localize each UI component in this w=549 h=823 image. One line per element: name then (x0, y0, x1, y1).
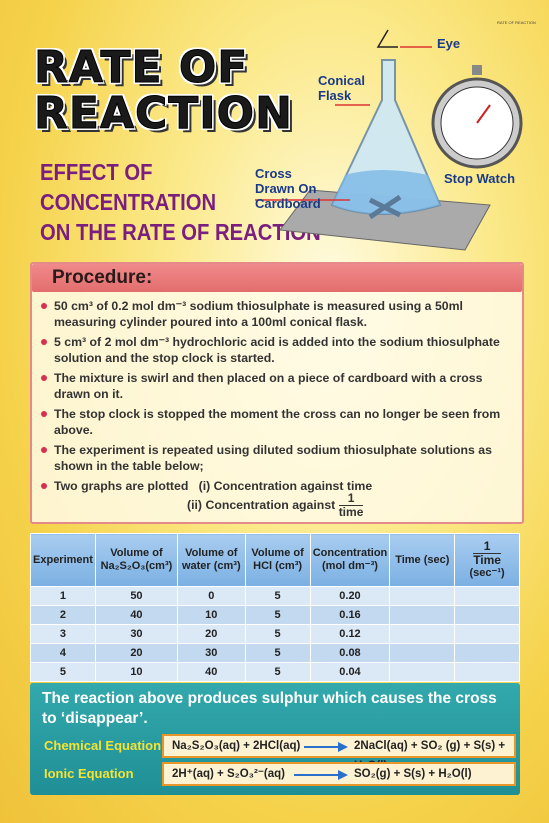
cell: 5 (244, 624, 311, 644)
procedure-item: The mixture is swirl and then placed on … (41, 370, 514, 402)
subtitle: EFFECT OF CONCENTRATION ON THE RATE OF R… (40, 157, 359, 247)
solution (332, 170, 440, 214)
column-header: 1 Time (sec⁻¹) (454, 533, 520, 587)
cell: 5 (244, 643, 311, 663)
table-row: 1 50 0 5 0.20 (30, 586, 520, 606)
cell: 5 (30, 662, 96, 682)
column-header: Concentration (mol dm⁻³) (309, 533, 391, 587)
empty-cell (389, 605, 456, 625)
cell: 2 (30, 605, 96, 625)
cell: 0.04 (309, 662, 391, 682)
item-text: Two graphs are plotted (54, 479, 189, 493)
table-row: 4 20 30 5 0.08 (30, 643, 520, 663)
procedure-item: The experiment is repeated using diluted… (41, 442, 514, 474)
label: Conical Flask (318, 73, 365, 103)
label: Cross Drawn On Cardboard (255, 166, 321, 211)
empty-cell (454, 643, 520, 663)
table-row: 3 30 20 5 0.12 (30, 624, 520, 644)
empty-cell (454, 605, 520, 625)
cell: 50 (94, 586, 178, 606)
conclusion-box: The reaction above produces sulphur whic… (30, 683, 520, 795)
cell: 0.20 (309, 586, 391, 606)
equation-box: Na₂S₂O₃(aq) + 2HCl(aq) 2NaCl(aq) + SO₂ (… (162, 734, 516, 772)
header-row: Experiment Volume of Na₂S₂O₃(cm³) Volume o… (30, 533, 520, 587)
procedure-heading: Procedure: (32, 264, 522, 292)
subtitle-line: CONCENTRATION (40, 189, 217, 215)
title-line: RATE OF (33, 42, 249, 94)
cell: 5 (244, 662, 311, 682)
cell: 5 (244, 605, 311, 625)
watch-button (472, 65, 482, 75)
unit: (sec⁻¹) (469, 567, 505, 579)
equation-box: 2H⁺(aq) + S₂O₃²⁻(aq) SO₂(g) + S(s) + H₂O… (162, 762, 516, 786)
cell: 30 (176, 643, 246, 663)
table-row: 2 40 10 5 0.16 (30, 605, 520, 625)
arrow (304, 742, 348, 752)
denominator: Time (473, 553, 501, 567)
arrow (294, 770, 348, 780)
equation-label: Ionic Equation (44, 766, 134, 781)
cell: 10 (94, 662, 178, 682)
empty-cell (389, 624, 456, 644)
equation-left: Na₂S₂O₃(aq) + 2HCl(aq) (172, 740, 301, 752)
empty-cell (389, 662, 456, 682)
cell: 0 (176, 586, 246, 606)
subtitle-line: ON THE RATE OF REACTION (40, 219, 321, 245)
graph-item-2: (ii) Concentration against 1 time (187, 492, 364, 519)
graph-item: (i) Concentration against time (198, 479, 373, 493)
cell: 1 (30, 586, 96, 606)
graph-item: (ii) Concentration against (187, 497, 336, 512)
cell: 0.16 (309, 605, 391, 625)
label: Eye (437, 36, 461, 51)
cell: 20 (94, 643, 178, 663)
apparatus-illustration (255, 29, 523, 251)
subtitle-line: EFFECT OF (40, 159, 153, 185)
cell: 40 (94, 605, 178, 625)
procedure-item: The stop clock is stopped the moment the… (41, 406, 514, 438)
cell: 40 (176, 662, 246, 682)
cell: 0.12 (309, 624, 391, 644)
cell: 3 (30, 624, 96, 644)
cell: 30 (94, 624, 178, 644)
numerator: 1 (338, 492, 364, 506)
cell: 5 (244, 586, 311, 606)
column-header: Volume of water (cm³) (176, 533, 246, 587)
cell: 4 (30, 643, 96, 663)
procedure-list: 50 cm³ of 0.2 mol dm⁻³ sodium thiosulpha… (32, 298, 522, 494)
equation-left: 2H⁺(aq) + S₂O₃²⁻(aq) (172, 768, 285, 780)
numerator: 1 (473, 540, 501, 554)
empty-cell (454, 662, 520, 682)
fraction: 1 Time (473, 540, 501, 567)
procedure-box: Procedure: 50 cm³ of 0.2 mol dm⁻³ sodium… (30, 262, 524, 524)
cell: 20 (176, 624, 246, 644)
denominator: time (338, 505, 364, 519)
procedure-item: Two graphs are plotted (i) Concentration… (41, 478, 514, 494)
column-header: Time (sec) (389, 533, 456, 587)
column-header: Experiment (30, 533, 96, 587)
fraction: 1 time (338, 492, 364, 519)
column-header: Volume of HCl (cm³) (244, 533, 311, 587)
table-body: 1 50 0 5 0.20 2 40 10 5 0.16 3 30 20 5 0.12 4 20 30 5 0.08 5… (30, 586, 520, 682)
data-table: Experiment Volume of Na₂S₂O₃(cm³) Volume o… (30, 533, 520, 682)
equation-right: SO₂(g) + S(s) + H₂O(l) (354, 768, 472, 780)
table-row: 5 10 40 5 0.04 (30, 662, 520, 682)
cell: 10 (176, 605, 246, 625)
label: Stop Watch (444, 171, 516, 186)
procedure-item: 50 cm³ of 0.2 mol dm⁻³ sodium thiosulpha… (41, 298, 514, 330)
empty-cell (389, 586, 456, 606)
empty-cell (389, 643, 456, 663)
cell: 0.08 (309, 643, 391, 663)
procedure-item: 5 cm³ of 2 mol dm⁻³ hydrochloric acid is… (41, 334, 514, 366)
empty-cell (454, 624, 520, 644)
statement: The reaction above produces sulphur whic… (42, 690, 497, 727)
eye (376, 29, 398, 48)
empty-cell (454, 586, 520, 606)
title-line: REACTION (34, 88, 293, 140)
column-header: Volume of Na₂S₂O₃(cm³) (94, 533, 178, 587)
cross (368, 194, 402, 220)
equation-label: Chemical Equation (44, 738, 162, 753)
watch-hand (476, 104, 491, 124)
corner-note: RATE OF REACTION (497, 20, 536, 25)
